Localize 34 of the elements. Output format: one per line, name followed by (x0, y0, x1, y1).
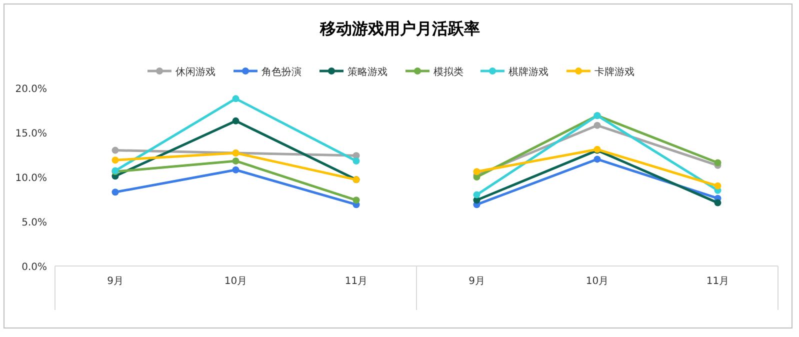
point (714, 159, 722, 166)
y-tick-label: 20.0% (15, 84, 47, 95)
legend-label: 棋牌游戏 (508, 66, 548, 78)
x-tick-label: 11月 (706, 276, 730, 287)
point (112, 188, 119, 196)
point (714, 182, 722, 190)
y-tick-label: 5.0% (22, 218, 47, 228)
point (473, 168, 480, 176)
legend-label: 卡牌游戏 (594, 66, 634, 78)
legend-label: 休闲游戏 (176, 66, 216, 78)
point (112, 156, 119, 164)
point (594, 156, 601, 163)
y-tick-label: 0.0% (22, 262, 47, 273)
y-tick-label: 10.0% (15, 173, 47, 184)
legend-label: 角色扮演 (262, 66, 302, 78)
point (352, 196, 360, 204)
point (594, 122, 601, 129)
point (112, 146, 119, 154)
point (473, 191, 480, 198)
x-tick-label: 9月 (468, 276, 485, 287)
chart-title: 移动游戏用户月活跃率 (319, 19, 480, 38)
legend-label: 模拟类 (434, 66, 464, 78)
point (232, 117, 240, 124)
x-tick-label: 10月 (586, 276, 609, 287)
legend-label: 策略游戏 (348, 66, 388, 78)
point (714, 199, 722, 206)
point (232, 157, 240, 164)
point (232, 166, 240, 174)
point (352, 157, 360, 164)
x-tick-label: 11月 (344, 276, 368, 287)
x-tick-label: 10月 (224, 276, 248, 287)
point (232, 95, 240, 102)
y-tick-label: 15.0% (15, 128, 47, 140)
x-tick-label: 9月 (107, 276, 124, 287)
